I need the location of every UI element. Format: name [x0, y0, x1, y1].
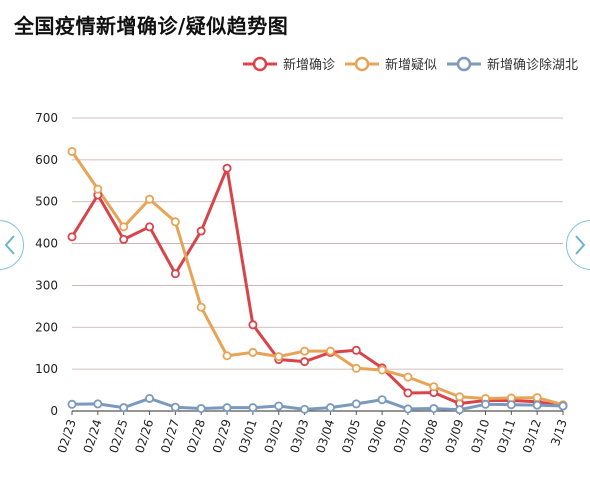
series-1-point-5	[196, 302, 206, 312]
series-1-point-9	[300, 346, 310, 356]
legend-marker-0	[242, 56, 277, 71]
series-0-point-2	[119, 234, 129, 244]
legend-marker-1	[344, 56, 379, 71]
series-0-point-9	[300, 357, 310, 367]
chevron-left-icon	[4, 235, 15, 255]
series-0-point-13	[403, 388, 413, 398]
series-0-point-5	[196, 226, 206, 236]
series-1-point-4	[170, 217, 180, 227]
legend-label-1: 新增疑似	[384, 58, 437, 73]
series-2-point-12	[377, 395, 387, 405]
series-0-point-4	[170, 269, 180, 279]
series-2-point-7	[248, 403, 258, 413]
y-tick-label-300: 300	[35, 278, 58, 292]
x-tick-label-13: 03/07	[391, 418, 415, 455]
y-tick-label-600: 600	[35, 153, 58, 167]
series-1-point-18	[532, 393, 542, 403]
series-1-point-12	[377, 365, 387, 375]
series-line-1	[70, 150, 564, 407]
series-1-point-14	[429, 382, 439, 392]
x-tick-label-4: 02/27	[158, 418, 182, 455]
series-0-point-11	[351, 345, 361, 355]
y-tick-label-100: 100	[35, 362, 58, 376]
x-tick-label-10: 03/04	[313, 418, 337, 455]
series-0-point-3	[145, 222, 155, 232]
x-tick-label-12: 03/06	[365, 418, 389, 455]
x-tick-label-1: 02/24	[81, 418, 105, 455]
series-2-point-16	[480, 399, 490, 409]
legend-item-1[interactable]: 新增疑似	[344, 54, 437, 73]
series-0-point-7	[248, 320, 258, 330]
series-2-point-4	[170, 402, 180, 412]
x-tick-label-18: 03/12	[520, 418, 544, 455]
legend-label-2: 新增确诊除湖北	[486, 58, 578, 73]
series-2-point-5	[196, 403, 206, 413]
series-1-point-7	[248, 347, 258, 357]
x-tick-label-17: 03/11	[494, 418, 518, 455]
series-2-point-17	[506, 400, 516, 410]
series-1-point-0	[67, 146, 77, 156]
x-tick-label-5: 02/28	[184, 418, 208, 455]
series-1-point-8	[274, 352, 284, 362]
series-2-point-13	[403, 404, 413, 414]
series-1-point-6	[222, 351, 232, 361]
series-1-point-3	[145, 194, 155, 204]
x-tick-label-11: 03/05	[339, 418, 363, 455]
x-tick-label-16: 03/10	[468, 418, 492, 455]
series-2-point-6	[222, 403, 232, 413]
x-tick-label-6: 02/29	[210, 418, 234, 455]
series-2-point-18	[532, 400, 542, 410]
series-2-point-0	[67, 399, 77, 409]
y-tick-label-200: 200	[35, 320, 58, 334]
series-1-point-13	[403, 372, 413, 382]
y-tick-label-700: 700	[35, 111, 58, 125]
series-2-point-14	[429, 403, 439, 413]
x-tick-label-19: 3/13	[548, 418, 570, 448]
legend-marker-2	[446, 56, 481, 71]
series-1-point-11	[351, 363, 361, 373]
series-2-point-3	[145, 393, 155, 403]
y-tick-label-400: 400	[35, 237, 58, 251]
series-2-point-15	[455, 405, 465, 415]
x-tick-label-7: 03/01	[236, 418, 260, 455]
legend: 新增确诊 新增疑似 新增确诊除湖北	[233, 54, 578, 73]
legend-item-2[interactable]: 新增确诊除湖北	[446, 54, 578, 73]
legend-label-0: 新增确诊	[282, 58, 335, 73]
series-1-point-10	[325, 346, 335, 356]
legend-item-0[interactable]: 新增确诊	[242, 54, 335, 73]
x-tick-label-14: 03/08	[417, 418, 441, 455]
chevron-right-icon	[575, 235, 586, 255]
x-tick-label-9: 03/03	[287, 418, 311, 455]
x-tick-label-0: 02/23	[55, 418, 79, 455]
series-2-point-19	[558, 401, 568, 411]
series-2-point-8	[274, 401, 284, 411]
series-2-point-1	[93, 399, 103, 409]
chart-title: 全国疫情新增确诊/疑似趋势图	[14, 14, 289, 38]
x-tick-label-3: 02/26	[132, 418, 156, 455]
series-2-point-11	[351, 399, 361, 409]
y-tick-label-0: 0	[50, 404, 58, 418]
series-1-point-15	[455, 392, 465, 402]
series-0-point-6	[222, 163, 232, 173]
series-1-point-1	[93, 184, 103, 194]
series-2-point-2	[119, 403, 129, 413]
x-tick-label-2: 02/25	[107, 418, 131, 455]
series-1-point-2	[119, 222, 129, 232]
x-tick-label-8: 03/02	[262, 418, 286, 455]
series-2-point-10	[325, 403, 335, 413]
series-2-point-9	[300, 404, 310, 414]
y-tick-label-500: 500	[35, 195, 58, 209]
x-tick-label-15: 03/09	[442, 418, 466, 455]
series-0-point-0	[67, 232, 77, 242]
